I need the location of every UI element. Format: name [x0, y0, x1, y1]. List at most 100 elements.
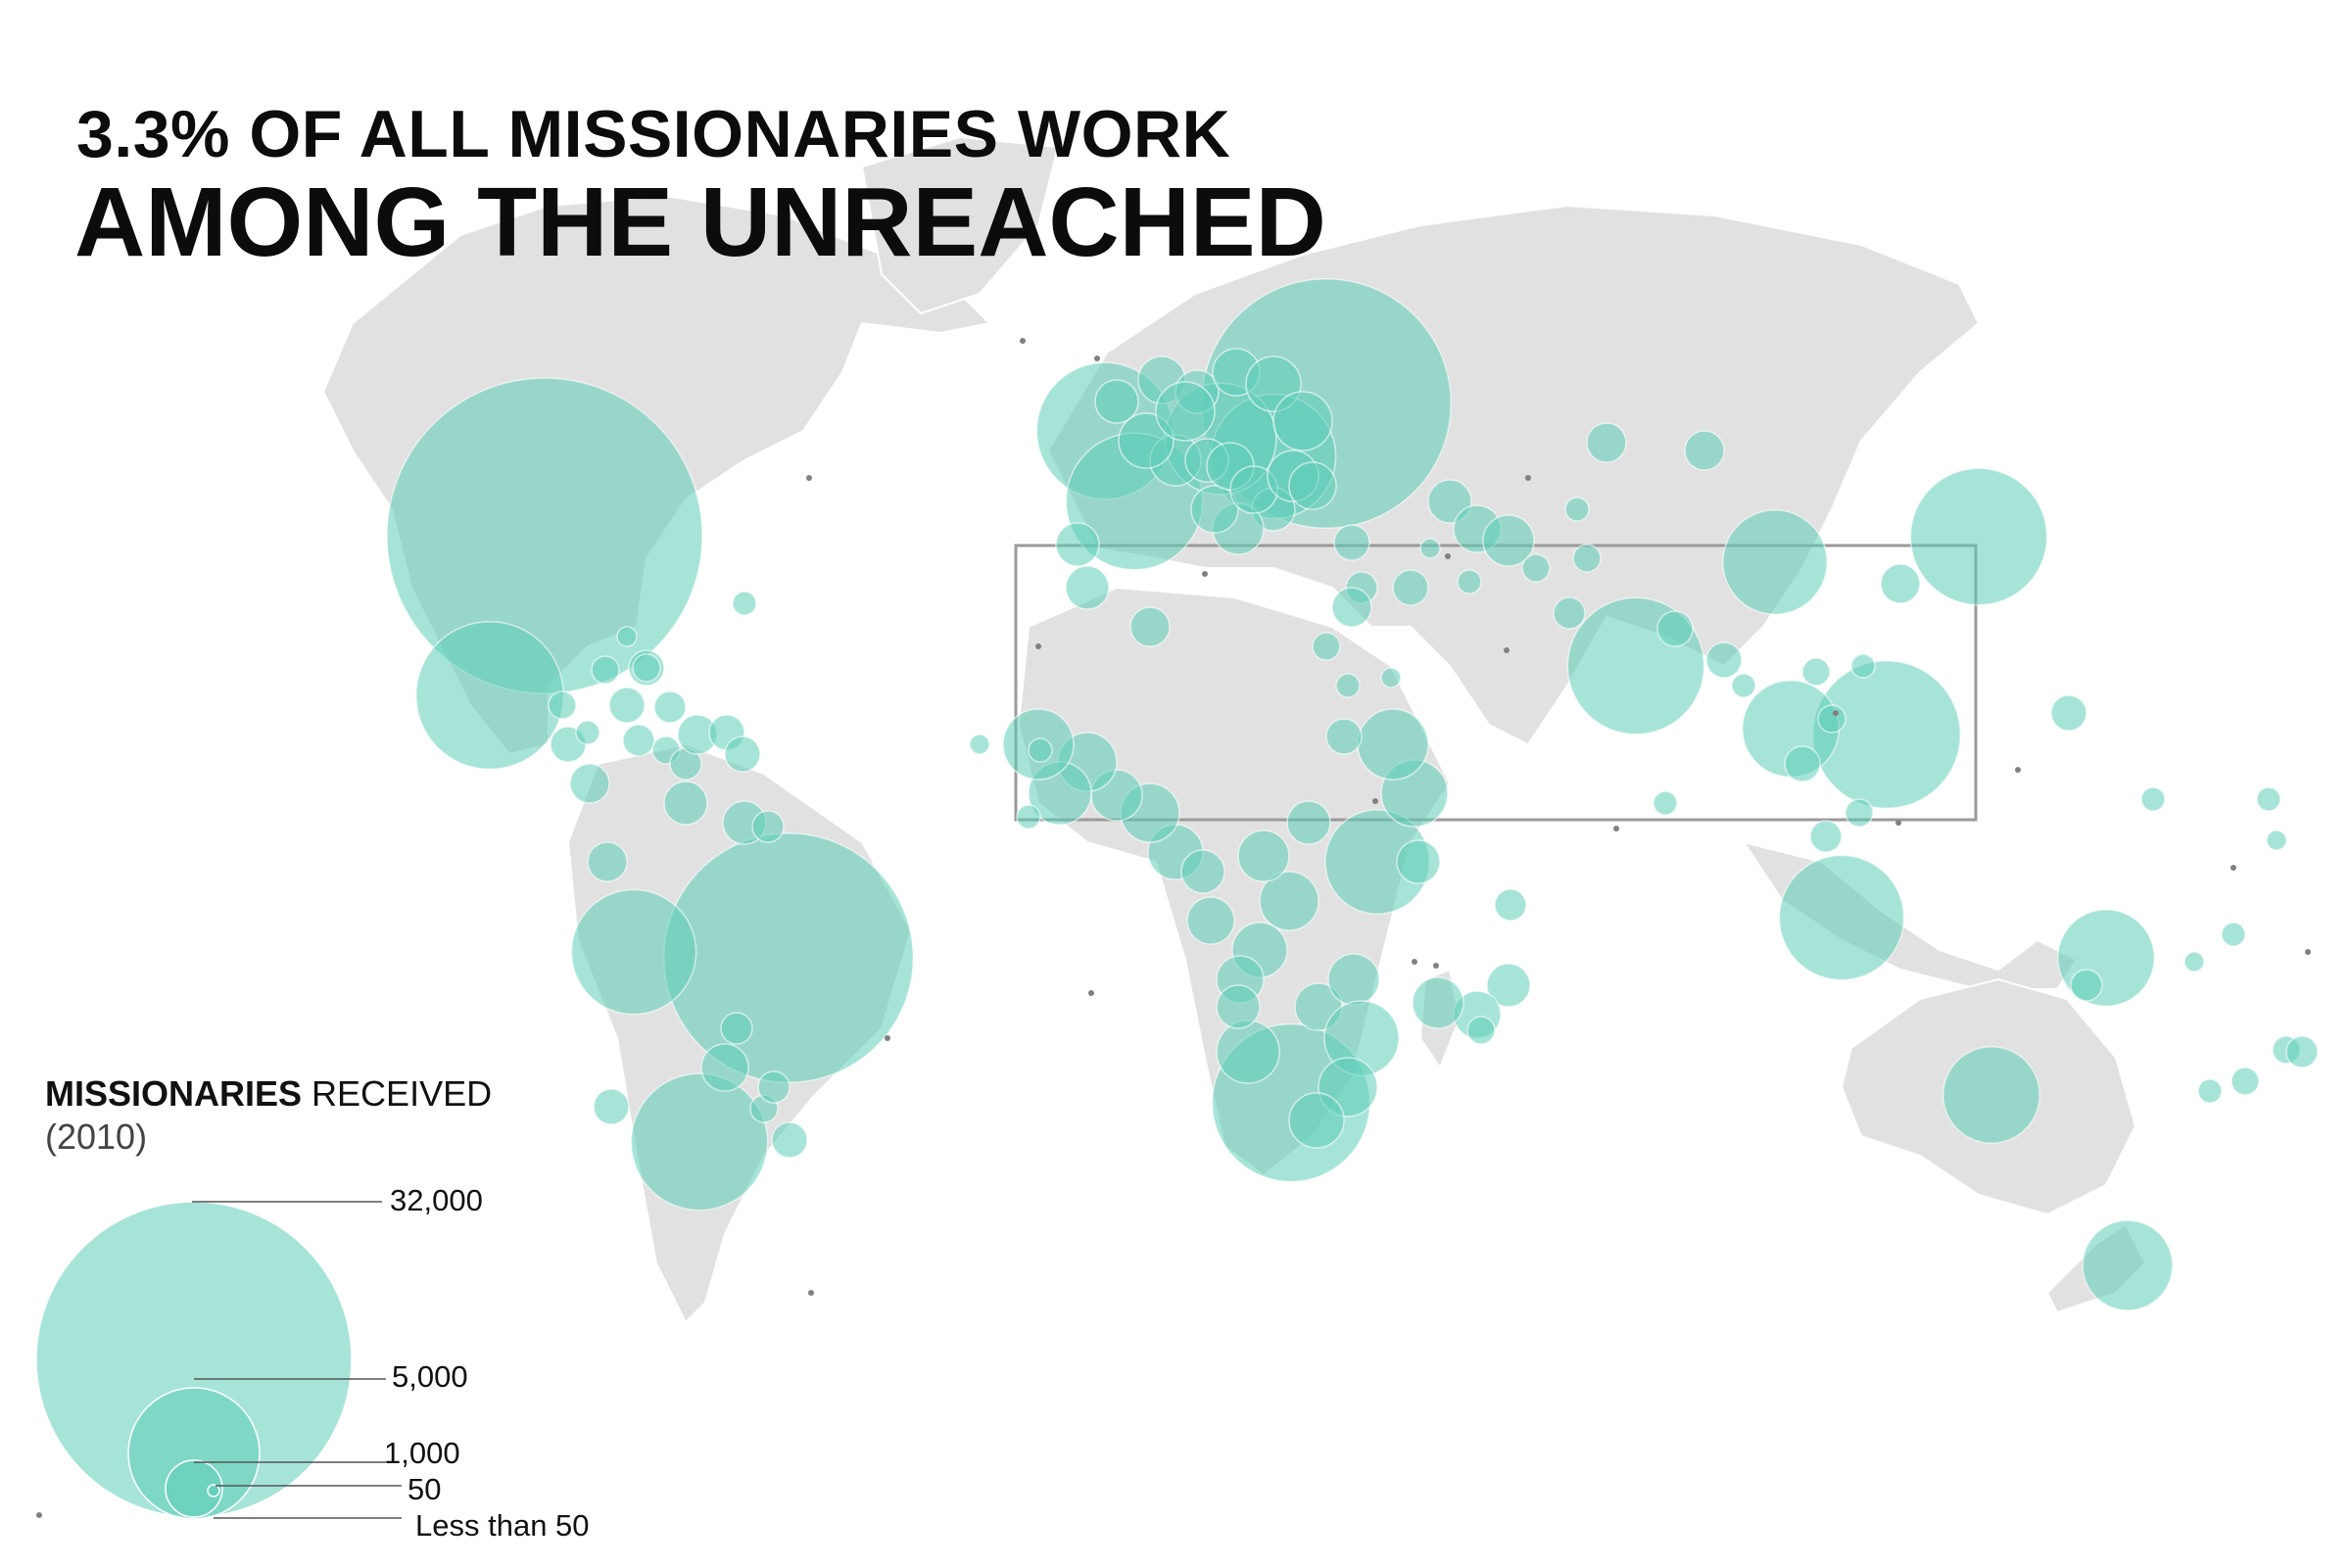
legend-bubble-50 — [207, 1484, 220, 1497]
bubble-country — [1817, 704, 1846, 734]
tiny-dot — [1202, 571, 1208, 577]
bubble-country — [1155, 381, 1216, 442]
tiny-dot — [1020, 338, 1026, 344]
bubble-country — [757, 1070, 791, 1104]
legend-year: (2010) — [45, 1117, 148, 1157]
tiny-dot — [2015, 767, 2021, 773]
bubble-country — [1237, 830, 1290, 882]
bubble-indonesia — [1778, 854, 1905, 981]
bubble-country — [771, 1121, 808, 1159]
bubble-country — [751, 810, 785, 843]
bubble-country — [1335, 673, 1361, 698]
bubble-country — [1705, 641, 1743, 679]
bubble-country — [1259, 871, 1319, 931]
bubble-country — [1186, 896, 1235, 945]
bubble-country — [1272, 391, 1333, 451]
bubble-country — [2197, 1078, 2223, 1104]
bubble-country — [1380, 667, 1402, 689]
bubble-country — [1731, 673, 1756, 698]
bubble-country — [1801, 657, 1831, 687]
bubble-country — [2266, 830, 2287, 851]
bubble-country — [1094, 379, 1139, 424]
bubble-country — [1564, 497, 1590, 522]
legend-graphic — [35, 1201, 402, 1520]
tiny-dot — [2305, 949, 2311, 955]
bubble-country — [608, 687, 646, 724]
tiny-dot — [806, 475, 812, 481]
bubble-country — [1466, 1016, 1496, 1045]
bubble-argentina — [630, 1072, 769, 1212]
bubble-country — [2140, 786, 2166, 812]
bubble-china — [1722, 509, 1828, 615]
bubble-country — [1482, 514, 1535, 567]
tiny-dot — [1613, 826, 1619, 832]
tiny-dot — [1895, 820, 1901, 826]
bubble-country — [2230, 1067, 2260, 1096]
legend-title-bold: MISSIONARIES — [45, 1073, 303, 1114]
tiny-dot — [885, 1035, 890, 1041]
tiny-dot — [1412, 959, 1417, 965]
bubble-country — [1784, 745, 1821, 783]
bubble-country — [1327, 953, 1380, 1006]
bubble-country — [1357, 708, 1429, 781]
bubble-country — [724, 736, 761, 773]
bubble-country — [1216, 1020, 1280, 1084]
bubble-country — [1572, 544, 1602, 573]
bubble-mexico — [414, 620, 565, 771]
bubble-country — [587, 841, 628, 882]
bubble-country — [1028, 737, 1053, 763]
bubble-country — [663, 781, 708, 826]
tiny-dot — [1088, 990, 1094, 996]
legend-title: MISSIONARIES RECEIVED — [45, 1073, 492, 1115]
bubble-country — [1845, 798, 1874, 828]
legend-dot-less-than-50 — [36, 1512, 42, 1518]
bubble-country — [1486, 963, 1531, 1008]
bubble-country — [1392, 569, 1429, 606]
bubble-country — [969, 734, 990, 755]
tiny-dot — [808, 1290, 814, 1296]
title-line-2: AMONG THE UNREACHED — [74, 167, 1326, 277]
bubble-country — [2070, 969, 2103, 1002]
bubble-country — [653, 690, 687, 724]
bubble-country — [1312, 632, 1341, 661]
bubble-country — [1333, 524, 1370, 561]
greenland-land — [860, 135, 1060, 315]
bubble-country — [575, 720, 600, 745]
tiny-dot — [1833, 710, 1839, 716]
bubble-country — [1016, 804, 1041, 830]
bubble-japan — [1909, 467, 2048, 606]
bubble-country — [1684, 430, 1725, 471]
bubble-country — [1457, 569, 1482, 594]
legend-bubble-1000 — [165, 1459, 223, 1518]
bubbles-layer — [386, 277, 2319, 1311]
bubble-country — [1129, 606, 1171, 647]
bubble-country — [1288, 461, 1337, 510]
tiny-dot — [1504, 647, 1510, 653]
bubble-country — [632, 653, 661, 683]
bubble-country — [1190, 485, 1239, 534]
bubble-country — [2050, 694, 2087, 732]
tiny-dot — [1525, 475, 1531, 481]
bubble-country — [1553, 596, 1586, 630]
bubble-country — [1396, 839, 1441, 884]
bubble-country — [1419, 538, 1441, 559]
bubble-country — [2285, 1035, 2319, 1069]
legend-label-less-than-50: Less than 50 — [415, 1508, 590, 1543]
bubble-country — [1055, 522, 1100, 567]
bubble-country — [569, 763, 610, 804]
bubble-country — [593, 1088, 630, 1125]
bubble-country — [1656, 610, 1694, 647]
bubble-country — [616, 626, 638, 647]
bubble-country — [1809, 820, 1843, 853]
bubble-country — [622, 724, 655, 757]
bubble-country — [1288, 1092, 1345, 1149]
bubble-country — [720, 1012, 753, 1045]
bubble-country — [1880, 563, 1921, 604]
tiny-dot — [1035, 643, 1041, 649]
bubble-country — [1065, 565, 1110, 610]
tiny-dot — [1445, 553, 1451, 559]
bubble-country — [548, 690, 577, 720]
tiny-dots-layer — [806, 338, 2311, 1296]
bubble-country — [1216, 984, 1261, 1029]
legend-title-rest: RECEIVED — [302, 1073, 493, 1114]
